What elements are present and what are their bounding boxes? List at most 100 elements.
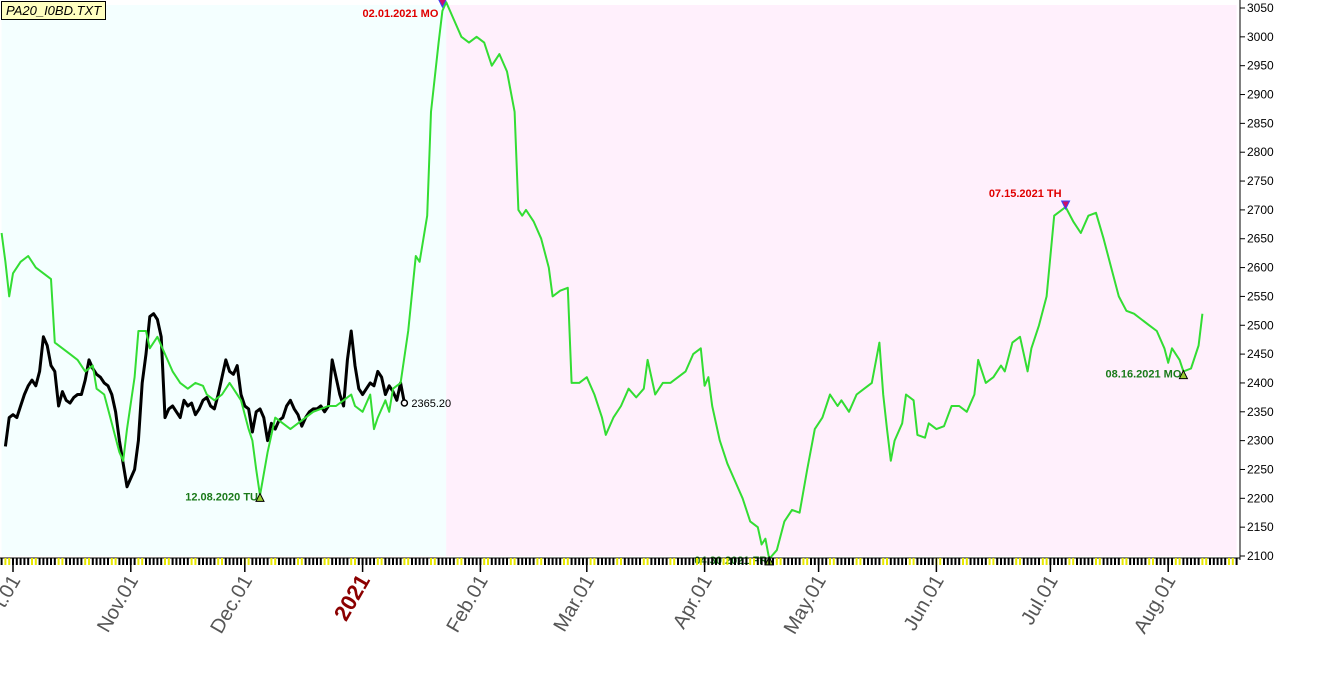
x-day-tick [487, 558, 489, 565]
trough-label: 12.08.2020 TU [185, 491, 258, 503]
x-day-tick [1197, 558, 1200, 565]
x-day-tick [901, 558, 904, 565]
chart-title: PA20_I0BD.TXT [1, 1, 107, 20]
x-day-tick [950, 558, 953, 565]
x-day-tick [399, 558, 402, 565]
x-day-tick [175, 558, 178, 565]
x-day-tick [34, 558, 37, 565]
x-day-tick [760, 558, 763, 565]
x-day-tick [50, 558, 52, 565]
x-day-tick [1159, 558, 1162, 565]
x-day-tick [319, 558, 322, 565]
x-day-tick [870, 558, 873, 565]
x-day-tick [338, 558, 341, 565]
x-day-tick [768, 558, 771, 565]
x-day-tick [699, 558, 702, 565]
x-day-tick [965, 558, 968, 565]
x-day-tick [642, 558, 645, 565]
x-day-tick [783, 558, 786, 565]
x-day-tick [1125, 558, 1128, 565]
x-day-tick [517, 558, 520, 565]
x-day-tick [228, 558, 231, 565]
y-tick-label: 2250 [1247, 462, 1274, 476]
x-day-tick [1174, 558, 1177, 565]
x-day-tick [217, 558, 220, 565]
x-day-tick [1007, 558, 1010, 565]
x-day-tick [1121, 558, 1124, 565]
x-day-tick [1182, 558, 1185, 565]
x-day-tick [525, 558, 527, 565]
x-day-tick [1087, 558, 1090, 565]
x-day-tick [988, 558, 991, 565]
y-tick-label: 2600 [1247, 261, 1274, 275]
x-day-tick [563, 558, 565, 565]
x-day-tick [954, 558, 957, 565]
x-day-tick [540, 558, 543, 565]
x-day-tick [1148, 558, 1151, 565]
x-day-tick [1034, 558, 1037, 565]
x-day-tick [76, 558, 79, 565]
x-day-tick [471, 558, 474, 565]
x-day-tick [650, 558, 653, 565]
x-day-tick [912, 558, 915, 565]
x-day-tick [152, 558, 155, 565]
x-day-tick [593, 558, 596, 565]
x-day-tick [620, 558, 622, 565]
x-day-tick [821, 558, 824, 565]
x-day-tick [741, 558, 744, 565]
x-day-tick [1201, 558, 1204, 565]
x-day-tick [848, 558, 850, 565]
x-day-tick [236, 558, 239, 565]
x-day-tick [927, 558, 930, 565]
x-axis: t.01 Nov.01 Dec.01 2021 Feb.01 Mar.01 Apr.01 Ma… [0, 557, 1240, 638]
x-day-tick [221, 558, 223, 565]
x-day-tick [65, 558, 68, 565]
x-day-tick [171, 558, 174, 565]
x-day-tick [194, 558, 197, 565]
x-day-tick [202, 558, 204, 565]
x-day-tick [95, 558, 98, 565]
x-day-tick [1133, 558, 1135, 565]
x-day-tick [380, 558, 383, 565]
x-day-tick [441, 558, 444, 565]
x-day-tick [730, 558, 733, 565]
x-day-tick [498, 558, 501, 565]
x-day-tick [1163, 558, 1166, 565]
x-day-tick [293, 558, 296, 565]
x-day-tick [684, 558, 687, 565]
x-day-tick [608, 558, 611, 565]
x-day-tick [958, 558, 961, 565]
x-day-tick [1171, 558, 1173, 565]
last-value-marker [400, 399, 409, 407]
x-day-tick [369, 558, 372, 565]
x-day-tick [88, 558, 90, 565]
x-day-tick [19, 558, 22, 565]
x-day-tick [882, 558, 885, 565]
x-day-tick [240, 558, 242, 565]
x-day-tick [810, 558, 812, 565]
trough-marker [1178, 369, 1189, 380]
x-tick-label: Aug.01 [1130, 572, 1181, 638]
x-day-tick [528, 558, 531, 565]
x-day-tick [1231, 558, 1234, 565]
x-day-tick [886, 558, 888, 565]
x-day-tick [707, 558, 710, 565]
x-day-tick [973, 558, 976, 565]
x-day-tick [867, 558, 869, 565]
y-tick-label: 2800 [1247, 145, 1274, 159]
x-day-tick [452, 558, 455, 565]
x-day-tick [449, 558, 451, 565]
x-day-tick [589, 558, 592, 565]
x-day-tick [779, 558, 782, 565]
x-day-tick [1114, 558, 1116, 565]
y-tick-label: 2700 [1247, 203, 1274, 217]
x-day-tick [722, 558, 725, 565]
x-day-tick [737, 558, 740, 565]
x-day-tick [392, 558, 394, 565]
x-day-tick [297, 558, 299, 565]
x-day-tick [464, 558, 467, 565]
x-day-tick [946, 558, 949, 565]
x-day-tick [977, 558, 980, 565]
x-day-tick [661, 558, 664, 565]
x-day-tick [373, 558, 375, 565]
